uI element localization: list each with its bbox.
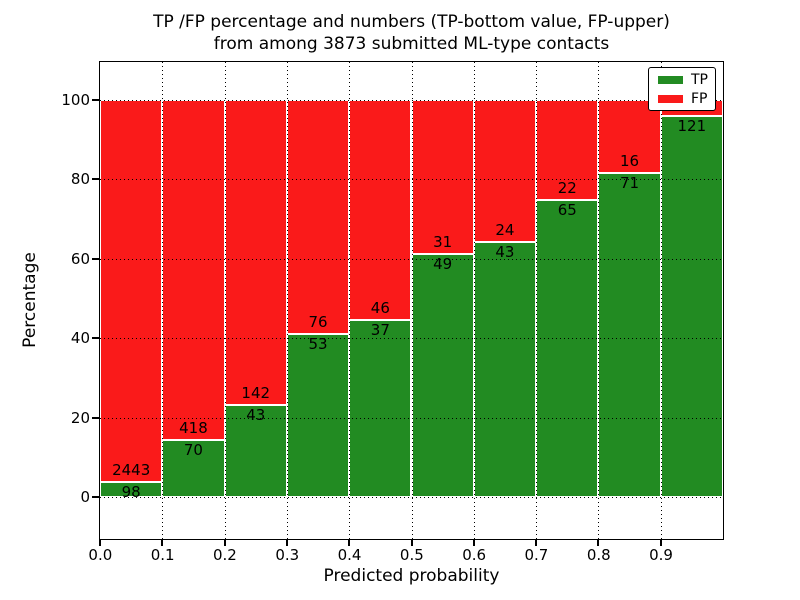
tp-count-label-7: 65 (557, 201, 577, 220)
y-tick-mark-80 (92, 178, 99, 181)
bar-segment-fp-1 (162, 100, 225, 441)
bar-segment-fp-0 (100, 100, 163, 482)
gridline-x-0.1 (162, 62, 163, 539)
legend-label-fp: FP (691, 90, 708, 107)
fp-count-label-7: 22 (557, 179, 577, 198)
gridline-y-60 (100, 259, 723, 260)
bar-segment-tp-2 (224, 404, 287, 497)
x-tick-mark-0.7 (535, 539, 538, 546)
tp-count-label-3: 53 (308, 334, 328, 353)
fp-count-label-0: 2443 (112, 460, 151, 479)
y-tick-label-60: 60 (70, 249, 90, 268)
y-tick-label-20: 20 (70, 408, 90, 427)
plot-area: TP FP 98 2443 70 418 43 142 53 76 37 46 49 31 43 24 65 2… (99, 61, 724, 540)
gridline-x-0.6 (474, 62, 475, 539)
gridline-y-0 (100, 497, 723, 498)
tp-count-label-4: 37 (370, 320, 390, 339)
bar-segment-tp-4 (349, 319, 412, 497)
chart-title-line-2: from among 3873 submitted ML-type contac… (213, 34, 610, 54)
legend-swatch-tp (658, 75, 683, 84)
x-axis-label: Predicted probability (323, 566, 500, 586)
x-tick-mark-0.0 (99, 539, 101, 546)
x-tick-label-0.9: 0.9 (649, 546, 673, 564)
y-tick-label-100: 100 (61, 91, 90, 109)
x-tick-mark-0.2 (223, 539, 226, 546)
tp-count-label-1: 70 (183, 441, 203, 460)
gridline-y-80 (100, 179, 723, 180)
x-tick-label-0.2: 0.2 (213, 546, 237, 564)
fp-count-label-5: 31 (433, 232, 453, 251)
gridline-x-0.2 (225, 62, 226, 539)
y-tick-mark-0 (92, 496, 99, 498)
bar-segment-tp-6 (473, 242, 537, 497)
bar-segment-fp-5 (411, 100, 474, 254)
chart-title: TP /FP percentage and numbers (TP-bottom… (100, 11, 723, 55)
x-tick-mark-0.4 (348, 539, 351, 546)
gridline-y-100 (100, 100, 723, 101)
fp-count-label-3: 76 (308, 312, 328, 331)
fp-count-label-8: 16 (620, 152, 640, 171)
tp-count-label-5: 49 (433, 254, 453, 273)
x-tick-label-0.3: 0.3 (275, 546, 300, 564)
y-tick-mark-40 (92, 337, 99, 340)
chart-title-line-1: TP /FP percentage and numbers (TP-bottom… (153, 12, 670, 32)
bar-segment-tp-7 (536, 200, 599, 497)
x-tick-label-0.4: 0.4 (337, 546, 362, 564)
y-tick-label-0: 0 (80, 488, 90, 506)
x-tick-label-0.5: 0.5 (399, 546, 424, 564)
gridline-y-40 (100, 338, 723, 339)
tp-count-label-0: 98 (121, 482, 141, 501)
y-tick-label-40: 40 (70, 329, 90, 348)
gridline-x-0.8 (598, 62, 599, 539)
x-tick-mark-0.8 (597, 539, 600, 546)
legend-label-tp: TP (691, 71, 708, 88)
bar-segment-fp-4 (349, 100, 412, 320)
y-tick-label-80: 80 (70, 170, 90, 189)
legend-swatch-fp (658, 94, 683, 103)
x-tick-mark-0.5 (410, 539, 413, 546)
tp-count-label-2: 43 (246, 405, 266, 424)
y-tick-mark-100 (92, 99, 99, 101)
y-tick-mark-60 (92, 257, 99, 260)
gridline-x-0.9 (661, 62, 662, 539)
fp-count-label-2: 142 (241, 383, 271, 402)
x-tick-label-0.1: 0.1 (150, 546, 175, 564)
y-axis-label: Percentage (20, 252, 40, 348)
legend-row-fp: FP (649, 92, 715, 106)
gridline-x-0.4 (349, 62, 350, 539)
gridline-x-0.7 (536, 62, 537, 539)
x-tick-mark-0.6 (472, 539, 475, 546)
x-tick-label-0.7: 0.7 (524, 546, 549, 564)
fp-count-label-1: 418 (179, 419, 208, 438)
y-tick-mark-20 (92, 416, 99, 419)
gridline-y-20 (100, 418, 723, 419)
x-tick-label-0.8: 0.8 (586, 546, 611, 564)
gridline-x-0.3 (287, 62, 288, 539)
bar-segment-fp-2 (224, 100, 287, 405)
legend-row-tp: TP (649, 73, 715, 87)
bar-segment-tp-9 (660, 115, 723, 497)
gridline-x-0.5 (412, 62, 413, 539)
bar-segment-tp-8 (598, 173, 661, 497)
bar-segment-tp-5 (411, 253, 474, 497)
x-tick-mark-0.3 (285, 539, 288, 546)
fp-count-label-6: 24 (495, 221, 515, 240)
bar-segment-tp-3 (286, 333, 350, 497)
x-tick-mark-0.9 (659, 539, 662, 546)
bar-segment-fp-3 (286, 100, 350, 334)
bar-segment-tp-1 (162, 440, 225, 497)
x-tick-mark-0.1 (161, 539, 164, 546)
x-tick-label-0.0: 0.0 (88, 546, 113, 564)
legend: TP FP (648, 67, 716, 111)
tp-count-label-8: 71 (620, 174, 640, 193)
bar-segment-fp-6 (473, 100, 537, 243)
fp-count-label-4: 46 (370, 298, 390, 317)
tp-count-label-6: 43 (495, 243, 515, 262)
bar-segment-tp-0 (100, 481, 163, 497)
tp-count-label-9: 121 (677, 116, 707, 135)
x-tick-label-0.6: 0.6 (462, 546, 487, 564)
